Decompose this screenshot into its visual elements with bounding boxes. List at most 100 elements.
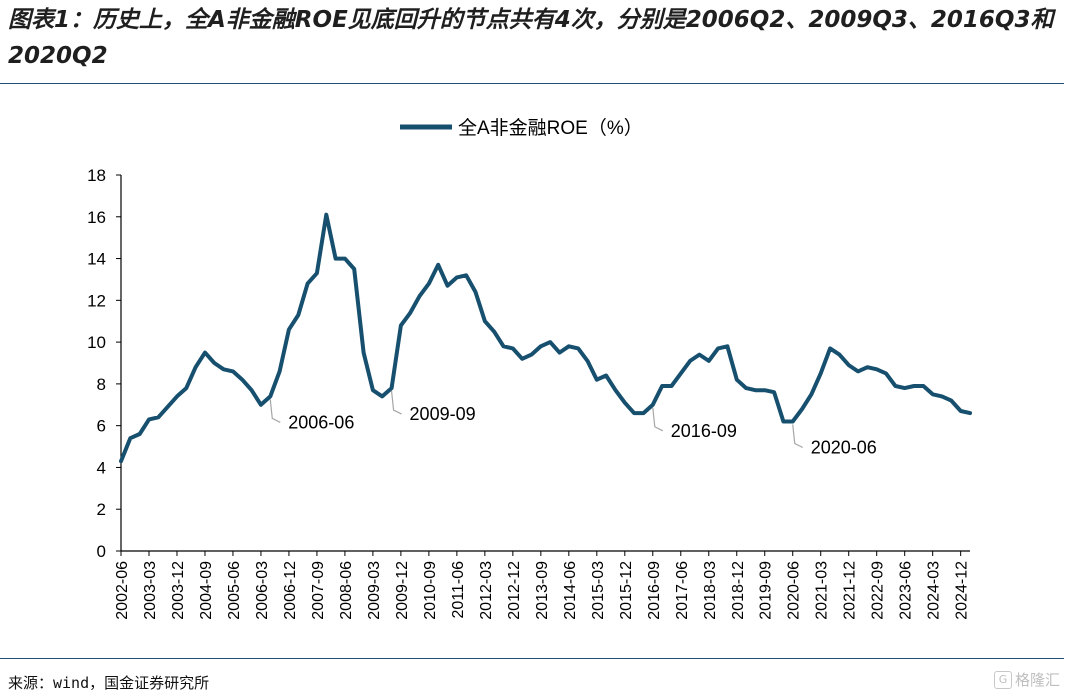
data-point [858,371,859,372]
data-point [718,348,719,349]
data-point [288,329,289,330]
x-tick-label: 2011-06 [450,561,467,619]
data-point [205,352,206,353]
x-tick-label: 2004-09 [198,561,215,620]
data-point [652,404,653,405]
data-point [886,373,887,374]
x-tick-label: 2020-06 [786,561,803,620]
data-point [596,379,597,380]
data-point [680,373,681,374]
x-tick-label: 2003-03 [142,561,159,620]
y-tick-label: 6 [97,417,106,436]
data-point [503,346,504,347]
data-point [186,388,187,389]
data-point [951,400,952,401]
data-point [326,214,327,215]
bottom-divider [0,658,1064,659]
x-tick-label: 2024-12 [954,561,971,620]
figure-title: 图表1：历史上，全A非金融ROE见底回升的节点共有4次，分别是2006Q2、20… [8,7,1054,69]
data-point [643,413,644,414]
x-tick-label: 2006-12 [282,561,299,620]
data-point [727,346,728,347]
data-point [121,461,122,462]
x-tick-label: 2024-03 [926,561,943,620]
data-point [736,379,737,380]
y-axis: 0 2 4 6 8 10 12 14 16 18 [87,166,122,561]
y-tick-label: 12 [87,291,106,310]
data-point [344,258,345,259]
series-layer [119,212,972,464]
data-point [624,402,625,403]
data-point [475,292,476,293]
data-point [279,371,280,372]
data-point [400,325,401,326]
data-point [839,354,840,355]
x-tick-label: 2008-06 [338,561,355,620]
x-tick-label: 2009-03 [366,561,383,620]
data-point [167,406,168,407]
annotation-leader-line [792,424,804,449]
data-point [708,360,709,361]
data-point [531,354,532,355]
x-tick-label: 2006-03 [254,561,271,620]
legend-label: 全A非金融ROE（%） [458,117,643,139]
data-point [615,390,616,391]
data-point [447,285,448,286]
data-point [876,369,877,370]
data-point [764,390,765,391]
data-point [634,413,635,414]
data-point [223,369,224,370]
x-tick-label: 2018-03 [702,561,719,620]
data-point [522,358,523,359]
legend: 全A非金融ROE（%） [400,117,643,139]
data-point [130,438,131,439]
data-point [242,379,243,380]
data-point [456,277,457,278]
data-point [671,386,672,387]
annotation-leader-line [652,407,664,432]
data-point [699,354,700,355]
data-point [363,352,364,353]
watermark: G 格隆汇 [993,669,1060,690]
data-point [578,348,579,349]
x-tick-label: 2009-12 [394,561,411,620]
x-tick-label: 2007-09 [310,561,327,620]
data-point [568,346,569,347]
data-point [438,264,439,265]
data-point [335,258,336,259]
x-tick-label: 2018-12 [730,561,747,620]
annotation-label: 2016-09 [671,421,737,441]
data-point [372,390,373,391]
x-tick-label: 2010-09 [422,561,439,620]
data-point [606,375,607,376]
y-tick-label: 0 [97,542,106,561]
data-point [587,360,588,361]
x-tick-label: 2012-03 [478,561,495,620]
data-point [830,348,831,349]
data-point [960,411,961,412]
data-point [774,392,775,393]
data-point [428,283,429,284]
data-point [540,346,541,347]
data-point [270,396,271,397]
data-point [316,273,317,274]
annotations: 2006-06 2009-09 2016-09 2020-06 [269,391,877,457]
data-point [195,367,196,368]
data-point [662,386,663,387]
data-point [149,419,150,420]
data-point [783,421,784,422]
watermark-logo-icon: G [993,670,1012,689]
x-tick-label: 2017-06 [674,561,691,620]
data-point [820,373,821,374]
data-point [690,360,691,361]
data-point [811,394,812,395]
data-point [484,321,485,322]
data-point [466,275,467,276]
x-tick-label: 2002-06 [114,561,131,620]
x-tick-label: 2019-09 [758,561,775,620]
data-point [158,417,159,418]
data-point [298,315,299,316]
data-point [792,421,793,422]
data-point [382,396,383,397]
